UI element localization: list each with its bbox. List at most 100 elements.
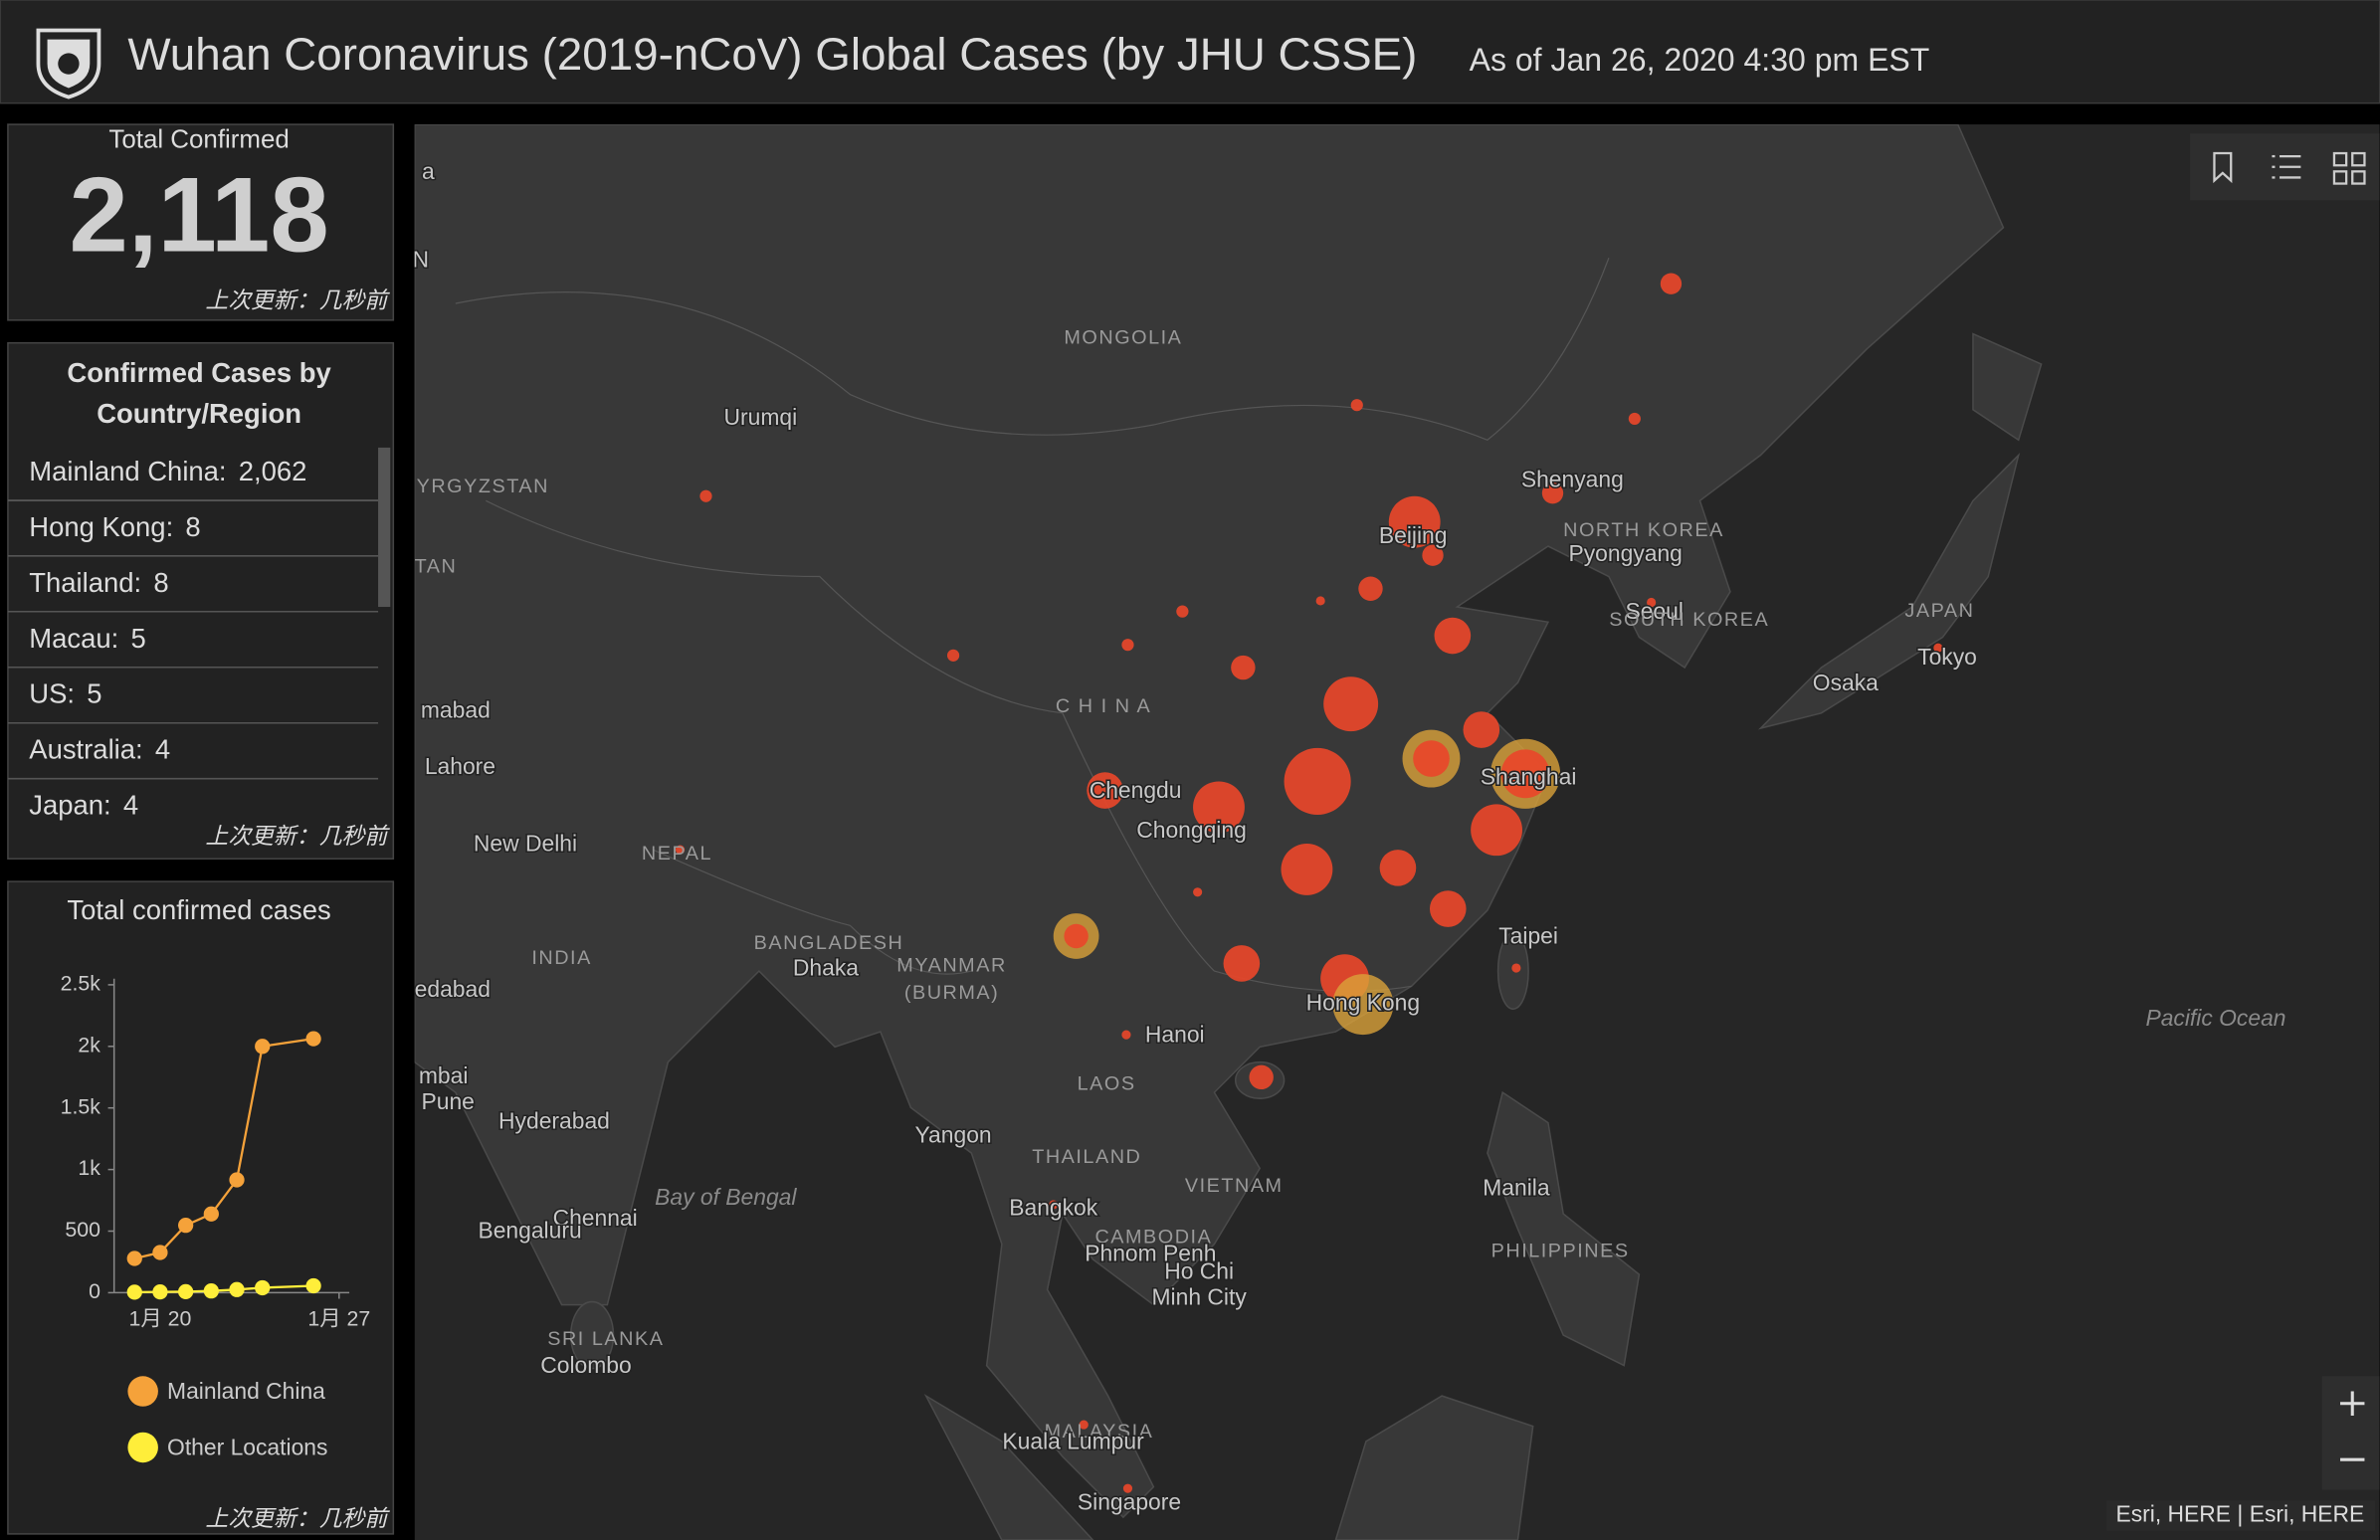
data-point bbox=[178, 1283, 194, 1300]
bubble bbox=[1358, 576, 1383, 601]
bubble bbox=[1350, 399, 1363, 412]
updated-note: 上次更新：几秒前 bbox=[205, 288, 390, 313]
zoom-in[interactable] bbox=[2340, 1391, 2365, 1416]
legend-swatch bbox=[127, 1432, 158, 1463]
country-name: Australia: bbox=[29, 734, 142, 765]
bubble bbox=[1281, 843, 1333, 895]
legend-button[interactable] bbox=[2272, 154, 2301, 179]
map-label: MONGOLIA bbox=[1064, 326, 1182, 348]
map-label: edabad bbox=[415, 976, 491, 1002]
data-point bbox=[178, 1218, 194, 1234]
map-label: Shenyang bbox=[1521, 467, 1624, 492]
total-panel bbox=[7, 123, 395, 321]
map-label: N bbox=[413, 246, 430, 272]
country-name: Mainland China: bbox=[29, 456, 226, 486]
map-label: Pacific Ocean bbox=[2145, 1005, 2285, 1031]
y-tick-label: 1.5k bbox=[61, 1094, 101, 1118]
bubble bbox=[1933, 643, 1943, 653]
map[interactable]: Urumqi MONGOLIA YRGYZSTAN Shenyang NORTH KOR… bbox=[413, 124, 2380, 1540]
map-label: VIETNAM bbox=[1185, 1175, 1284, 1197]
country-panel bbox=[7, 341, 395, 860]
map-label: INDIA bbox=[531, 947, 591, 969]
bubble bbox=[1323, 676, 1379, 732]
chart-title: Total confirmed cases bbox=[67, 894, 330, 925]
country-value: 8 bbox=[153, 567, 168, 598]
country-row: US: 5 bbox=[29, 678, 101, 709]
basemap-button[interactable] bbox=[2332, 151, 2366, 185]
bubble bbox=[1121, 639, 1134, 652]
bubble bbox=[1121, 1030, 1131, 1040]
legend-label: Other Locations bbox=[167, 1435, 327, 1460]
bubble bbox=[1388, 495, 1441, 548]
bubble bbox=[1413, 740, 1450, 777]
map-label: Colombo bbox=[540, 1352, 631, 1378]
header-bar bbox=[0, 0, 2380, 104]
map-label: BANGLADESH bbox=[754, 932, 904, 954]
map-label: MYANMAR bbox=[896, 955, 1006, 977]
country-row: Thailand: 8 bbox=[29, 567, 168, 598]
map-label: Beijing bbox=[1379, 522, 1448, 548]
list-title: Country/Region bbox=[97, 398, 301, 429]
bubble bbox=[1463, 711, 1500, 748]
bubble bbox=[1122, 1483, 1133, 1493]
map-label: Singapore bbox=[1078, 1488, 1181, 1514]
y-tick-label: 1k bbox=[78, 1156, 100, 1180]
data-point bbox=[255, 1279, 271, 1296]
total-label: Total Confirmed bbox=[108, 126, 289, 154]
country-row: Australia: 4 bbox=[29, 734, 170, 765]
bubble bbox=[1223, 945, 1261, 982]
bubble bbox=[699, 489, 712, 502]
y-tick-label: 500 bbox=[65, 1218, 100, 1242]
map-label: YRGYZSTAN bbox=[417, 476, 549, 497]
map-label: C H I N A bbox=[1056, 695, 1151, 717]
data-point bbox=[203, 1206, 219, 1222]
map-label: (BURMA) bbox=[904, 982, 999, 1004]
country-name: Macau: bbox=[29, 623, 118, 654]
map-label: Chennai bbox=[553, 1205, 638, 1231]
scrollbar[interactable] bbox=[378, 447, 391, 608]
country-name: US: bbox=[29, 678, 75, 709]
map-label: Hyderabad bbox=[498, 1108, 610, 1134]
updated-note: 上次更新：几秒前 bbox=[205, 1505, 390, 1531]
bubble bbox=[1628, 412, 1641, 426]
updated-note: 上次更新：几秒前 bbox=[205, 823, 390, 849]
case-bubbles bbox=[675, 273, 1943, 1493]
y-tick-label: 2k bbox=[78, 1033, 100, 1057]
map-label: TAN bbox=[415, 556, 458, 578]
map-label: Osaka bbox=[1813, 670, 1879, 695]
map-label: Kuala Lumpur bbox=[1002, 1428, 1144, 1453]
bubble bbox=[1500, 749, 1550, 799]
bubble bbox=[1422, 544, 1444, 566]
map-label: Dhaka bbox=[793, 955, 859, 981]
subtitle: As of Jan 26, 2020 4:30 pm EST bbox=[1470, 42, 1930, 78]
total-value: 2,118 bbox=[69, 154, 328, 274]
data-point bbox=[152, 1284, 168, 1300]
data-point bbox=[126, 1251, 142, 1266]
bubble bbox=[1176, 605, 1189, 618]
map-label: New Delhi bbox=[474, 831, 577, 857]
map-label: THAILAND bbox=[1032, 1146, 1141, 1168]
country-row: Mainland China: 2,062 bbox=[29, 456, 306, 486]
map-label: Hanoi bbox=[1145, 1022, 1205, 1048]
bubble bbox=[1284, 747, 1351, 815]
country-value: 4 bbox=[123, 790, 138, 821]
map-label: Lahore bbox=[425, 753, 496, 779]
country-value: 5 bbox=[87, 678, 101, 709]
x-tick-label: 1月 27 bbox=[307, 1306, 370, 1330]
country-row: Macau: 5 bbox=[29, 623, 145, 654]
map-label: Hong Kong bbox=[1306, 990, 1420, 1016]
bubble bbox=[1379, 850, 1417, 886]
data-point bbox=[255, 1039, 271, 1055]
x-tick-label: 1月 20 bbox=[128, 1306, 191, 1330]
data-point bbox=[152, 1245, 168, 1260]
map-label: Tokyo bbox=[1917, 644, 1977, 670]
map-label: Minh City bbox=[1152, 1284, 1248, 1310]
map-labels: Urumqi MONGOLIA YRGYZSTAN Shenyang NORTH KOR… bbox=[413, 156, 2286, 1516]
bubble bbox=[1193, 781, 1245, 834]
data-point bbox=[203, 1283, 219, 1299]
bookmark-button[interactable] bbox=[2213, 151, 2233, 184]
y-tick-label: 2.5k bbox=[61, 972, 101, 996]
bubble bbox=[1064, 923, 1089, 949]
country-value: 4 bbox=[155, 734, 170, 765]
